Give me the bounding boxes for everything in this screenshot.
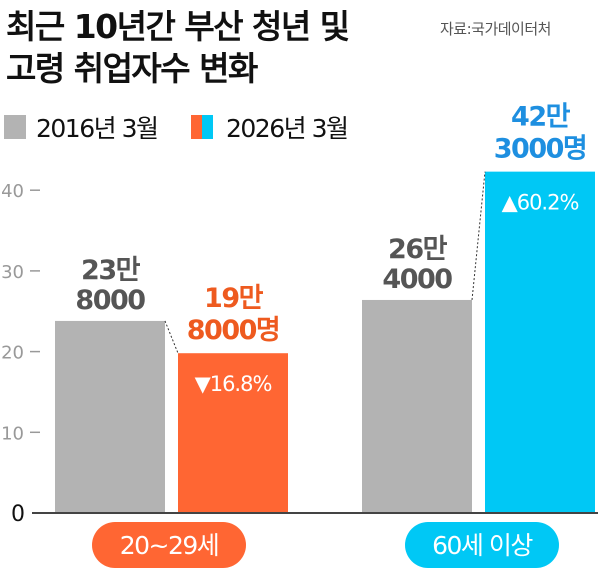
- bar-2026: [178, 353, 288, 513]
- bar-2016: [55, 320, 165, 513]
- legend-label-2016: 2016년 3월: [36, 114, 157, 143]
- legend-label-2026: 2026년 3월: [226, 114, 347, 143]
- data-label-2026: 8000명: [187, 315, 280, 346]
- data-label-2016: 8000: [75, 285, 145, 316]
- data-label-2016: 26만: [388, 234, 448, 265]
- legend-swatch-2026-cyan: [202, 115, 213, 139]
- bar-2016: [362, 299, 472, 513]
- y-tick-label: 0: [11, 502, 25, 527]
- legend-swatch-2016: [4, 115, 26, 139]
- data-label-2026: 3000명: [494, 134, 587, 165]
- category-pill: [92, 522, 246, 568]
- data-label-2016: 4000: [382, 264, 452, 295]
- data-label-2016: 23만: [81, 255, 141, 286]
- y-tick-label: 20: [1, 343, 24, 364]
- bar-2026: [485, 171, 595, 513]
- change-label: ▲60.2%: [502, 191, 579, 215]
- change-label: ▼16.8%: [195, 372, 272, 396]
- category-label: 20~29세: [120, 531, 219, 560]
- connector-line: [164, 320, 179, 354]
- chart-title-line2: 고령 취업자수 변화: [6, 49, 258, 88]
- data-label-2026: 19만: [204, 283, 264, 314]
- y-tick-label: 10: [1, 423, 24, 444]
- chart-title-line1: 최근 10년간 부산 청년 및: [6, 7, 349, 46]
- data-label-2026: 42만: [511, 102, 571, 133]
- connector-line: [471, 171, 486, 301]
- category-pill: [405, 522, 559, 568]
- legend-swatch-2026-orange: [191, 115, 202, 139]
- y-tick-label: 40: [1, 181, 24, 202]
- category-label: 60세 이상: [432, 531, 533, 560]
- y-tick-label: 30: [1, 262, 24, 283]
- source-note: 자료:국가데이터처: [440, 20, 551, 38]
